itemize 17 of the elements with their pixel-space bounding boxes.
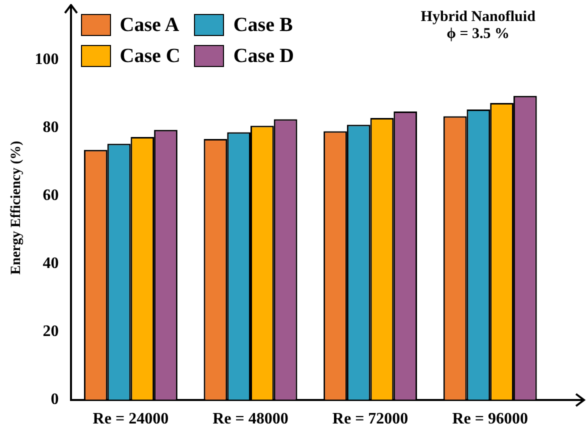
y-tick-label: 60 — [42, 186, 59, 204]
x-tick-label: Re = 24000 — [92, 410, 169, 428]
y-tick-label: 80 — [42, 118, 59, 136]
annotation: Hybrid Nanofluid — [420, 8, 536, 26]
y-axis-title: Energy Efficiency (%) — [9, 140, 24, 275]
legend-label: Case A — [120, 14, 180, 37]
x-tick-label: Re = 72000 — [332, 410, 408, 428]
y-tick-label: 0 — [50, 390, 59, 408]
x-tick-label: Re = 96000 — [452, 410, 528, 428]
legend-label: Case B — [233, 14, 293, 37]
y-tick-label: 40 — [42, 254, 59, 272]
y-tick-label: 20 — [42, 322, 59, 340]
x-tick-label: Re = 48000 — [212, 410, 288, 428]
y-tick-label: 100 — [34, 50, 59, 68]
legend-label: Case C — [120, 44, 180, 68]
annotation: ϕ = 3.5 % — [446, 26, 511, 43]
legend-label: Case D — [233, 44, 294, 68]
